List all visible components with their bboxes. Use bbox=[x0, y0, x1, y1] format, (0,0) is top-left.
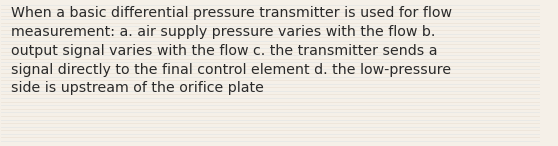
Text: When a basic differential pressure transmitter is used for flow
measurement: a. : When a basic differential pressure trans… bbox=[11, 6, 452, 95]
